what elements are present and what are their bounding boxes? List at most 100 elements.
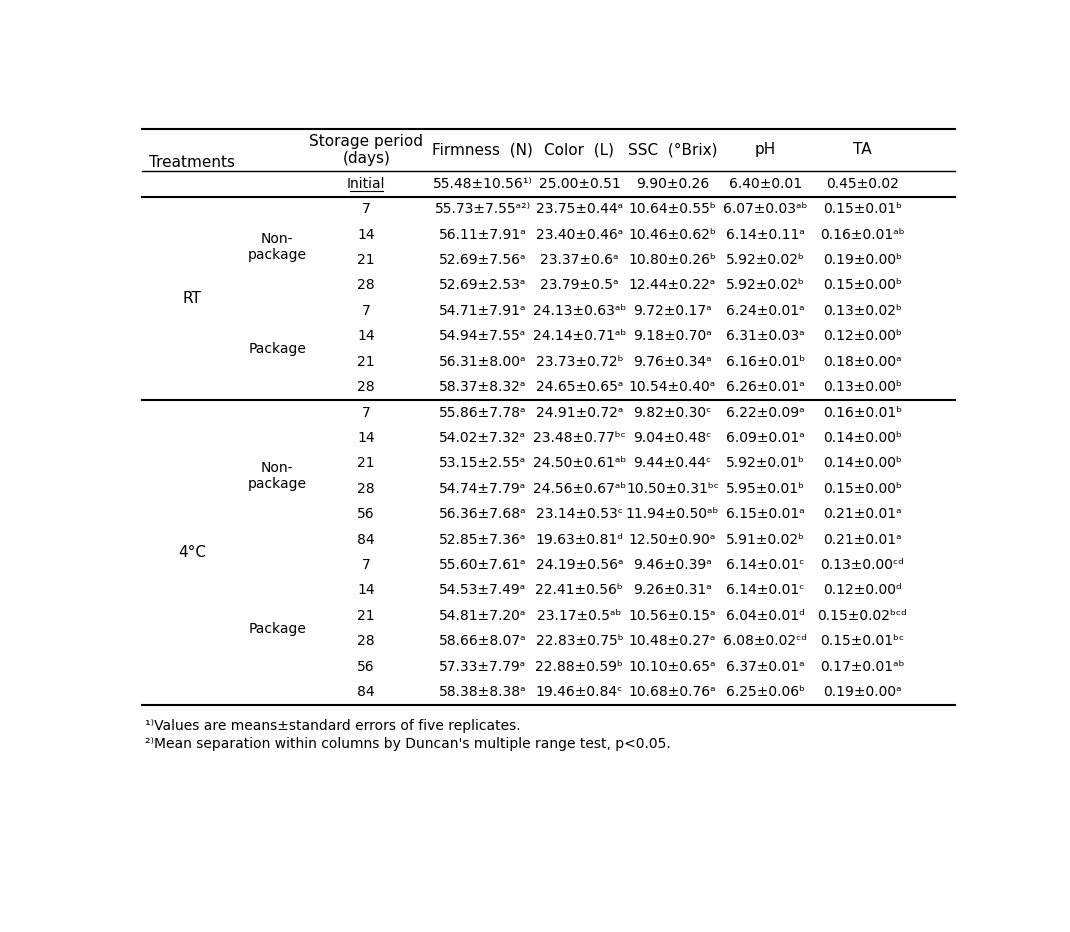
Text: 7: 7	[362, 558, 370, 572]
Text: 14: 14	[357, 329, 376, 343]
Text: 0.13±0.00ᵇ: 0.13±0.00ᵇ	[823, 380, 902, 394]
Text: 21: 21	[357, 609, 376, 623]
Text: 10.46±0.62ᵇ: 10.46±0.62ᵇ	[628, 227, 716, 241]
Text: SSC  (°Brix): SSC (°Brix)	[628, 143, 717, 158]
Text: 7: 7	[362, 202, 370, 216]
Text: 56.11±7.91ᵃ: 56.11±7.91ᵃ	[439, 227, 526, 241]
Text: 22.41±0.56ᵇ: 22.41±0.56ᵇ	[535, 583, 623, 597]
Text: 0.12±0.00ᵇ: 0.12±0.00ᵇ	[823, 329, 902, 343]
Text: 10.80±0.26ᵇ: 10.80±0.26ᵇ	[628, 254, 716, 267]
Text: 58.66±8.07ᵃ: 58.66±8.07ᵃ	[439, 634, 526, 649]
Text: 24.56±0.67ᵃᵇ: 24.56±0.67ᵃᵇ	[533, 482, 626, 496]
Text: 0.13±0.02ᵇ: 0.13±0.02ᵇ	[823, 304, 902, 318]
Text: 6.25±0.06ᵇ: 6.25±0.06ᵇ	[725, 685, 805, 699]
Text: 6.14±0.11ᵃ: 6.14±0.11ᵃ	[725, 227, 805, 241]
Text: 21: 21	[357, 355, 376, 369]
Text: 6.16±0.01ᵇ: 6.16±0.01ᵇ	[725, 355, 805, 369]
Text: 24.13±0.63ᵃᵇ: 24.13±0.63ᵃᵇ	[533, 304, 626, 318]
Text: 14: 14	[357, 583, 376, 597]
Text: 0.21±0.01ᵃ: 0.21±0.01ᵃ	[823, 507, 902, 521]
Text: 10.54±0.40ᵃ: 10.54±0.40ᵃ	[629, 380, 716, 394]
Text: 5.92±0.02ᵇ: 5.92±0.02ᵇ	[725, 254, 805, 267]
Text: 9.04±0.48ᶜ: 9.04±0.48ᶜ	[633, 431, 712, 445]
Text: 11.94±0.50ᵃᵇ: 11.94±0.50ᵃᵇ	[626, 507, 719, 521]
Text: 56.36±7.68ᵃ: 56.36±7.68ᵃ	[439, 507, 526, 521]
Text: 10.64±0.55ᵇ: 10.64±0.55ᵇ	[628, 202, 716, 216]
Text: 14: 14	[357, 431, 376, 445]
Text: 0.15±0.02ᵇᶜᵈ: 0.15±0.02ᵇᶜᵈ	[817, 609, 907, 623]
Text: Treatments: Treatments	[149, 155, 235, 171]
Text: Non-
package: Non- package	[247, 461, 307, 491]
Text: ¹⁾Values are means±standard errors of five replicates.: ¹⁾Values are means±standard errors of fi…	[146, 719, 521, 733]
Text: 58.37±8.32ᵃ: 58.37±8.32ᵃ	[439, 380, 526, 394]
Text: 9.46±0.39ᵃ: 9.46±0.39ᵃ	[633, 558, 712, 572]
Text: RT: RT	[183, 291, 201, 306]
Text: 56: 56	[357, 660, 376, 674]
Text: 19.63±0.81ᵈ: 19.63±0.81ᵈ	[535, 532, 624, 546]
Text: 84: 84	[357, 532, 376, 546]
Text: 54.81±7.20ᵃ: 54.81±7.20ᵃ	[439, 609, 526, 623]
Text: 55.60±7.61ᵃ: 55.60±7.61ᵃ	[439, 558, 526, 572]
Text: 22.83±0.75ᵇ: 22.83±0.75ᵇ	[536, 634, 623, 649]
Text: 23.17±0.5ᵃᵇ: 23.17±0.5ᵃᵇ	[537, 609, 622, 623]
Text: TA: TA	[853, 143, 872, 158]
Text: 22.88±0.59ᵇ: 22.88±0.59ᵇ	[535, 660, 624, 674]
Text: 0.15±0.00ᵇ: 0.15±0.00ᵇ	[823, 482, 902, 496]
Text: 0.15±0.00ᵇ: 0.15±0.00ᵇ	[823, 279, 902, 293]
Text: 0.15±0.01ᵇᶜ: 0.15±0.01ᵇᶜ	[821, 634, 904, 649]
Text: 54.71±7.91ᵃ: 54.71±7.91ᵃ	[439, 304, 526, 318]
Text: 5.92±0.01ᵇ: 5.92±0.01ᵇ	[725, 457, 805, 471]
Text: 9.90±0.26: 9.90±0.26	[636, 177, 709, 191]
Text: 53.15±2.55ᵃ: 53.15±2.55ᵃ	[439, 457, 526, 471]
Text: 0.14±0.00ᵇ: 0.14±0.00ᵇ	[823, 457, 902, 471]
Text: 0.18±0.00ᵃ: 0.18±0.00ᵃ	[823, 355, 902, 369]
Text: ²⁾Mean separation within columns by Duncan's multiple range test, p<0.05.: ²⁾Mean separation within columns by Dunc…	[146, 737, 671, 751]
Text: 28: 28	[357, 634, 376, 649]
Text: 7: 7	[362, 405, 370, 419]
Text: 23.14±0.53ᶜ: 23.14±0.53ᶜ	[536, 507, 623, 521]
Text: 55.48±10.56¹⁾: 55.48±10.56¹⁾	[432, 177, 533, 191]
Text: 52.85±7.36ᵃ: 52.85±7.36ᵃ	[439, 532, 526, 546]
Text: 0.19±0.00ᵇ: 0.19±0.00ᵇ	[823, 254, 902, 267]
Text: 0.16±0.01ᵇ: 0.16±0.01ᵇ	[823, 405, 902, 419]
Text: 23.40±0.46ᵃ: 23.40±0.46ᵃ	[536, 227, 623, 241]
Text: 6.04±0.01ᵈ: 6.04±0.01ᵈ	[725, 609, 805, 623]
Text: 58.38±8.38ᵃ: 58.38±8.38ᵃ	[439, 685, 526, 699]
Text: 54.53±7.49ᵃ: 54.53±7.49ᵃ	[439, 583, 526, 597]
Text: pH: pH	[754, 143, 776, 158]
Text: 23.79±0.5ᵃ: 23.79±0.5ᵃ	[540, 279, 618, 293]
Text: 10.50±0.31ᵇᶜ: 10.50±0.31ᵇᶜ	[626, 482, 719, 496]
Text: 10.48±0.27ᵃ: 10.48±0.27ᵃ	[629, 634, 716, 649]
Text: 24.65±0.65ᵃ: 24.65±0.65ᵃ	[536, 380, 623, 394]
Text: 4°C: 4°C	[178, 545, 205, 560]
Text: 56.31±8.00ᵃ: 56.31±8.00ᵃ	[439, 355, 526, 369]
Text: 6.09±0.01ᵃ: 6.09±0.01ᵃ	[727, 431, 805, 445]
Text: 10.68±0.76ᵃ: 10.68±0.76ᵃ	[628, 685, 716, 699]
Text: 24.14±0.71ᵃᵇ: 24.14±0.71ᵃᵇ	[533, 329, 626, 343]
Text: 28: 28	[357, 482, 376, 496]
Text: 14: 14	[357, 227, 376, 241]
Text: Firmness  (N): Firmness (N)	[432, 143, 533, 158]
Text: 57.33±7.79ᵃ: 57.33±7.79ᵃ	[439, 660, 526, 674]
Text: 0.12±0.00ᵈ: 0.12±0.00ᵈ	[823, 583, 902, 597]
Text: 52.69±7.56ᵃ: 52.69±7.56ᵃ	[439, 254, 526, 267]
Text: 10.56±0.15ᵃ: 10.56±0.15ᵃ	[629, 609, 716, 623]
Text: 24.91±0.72ᵃ: 24.91±0.72ᵃ	[536, 405, 623, 419]
Text: 0.14±0.00ᵇ: 0.14±0.00ᵇ	[823, 431, 902, 445]
Text: 56: 56	[357, 507, 376, 521]
Text: 84: 84	[357, 685, 376, 699]
Text: 9.72±0.17ᵃ: 9.72±0.17ᵃ	[633, 304, 712, 318]
Text: 24.19±0.56ᵃ: 24.19±0.56ᵃ	[536, 558, 623, 572]
Text: 6.40±0.01: 6.40±0.01	[729, 177, 801, 191]
Text: 5.92±0.02ᵇ: 5.92±0.02ᵇ	[725, 279, 805, 293]
Text: 6.37±0.01ᵃ: 6.37±0.01ᵃ	[727, 660, 805, 674]
Text: 0.13±0.00ᶜᵈ: 0.13±0.00ᶜᵈ	[821, 558, 904, 572]
Text: 24.50±0.61ᵃᵇ: 24.50±0.61ᵃᵇ	[533, 457, 626, 471]
Text: 6.07±0.03ᵃᵇ: 6.07±0.03ᵃᵇ	[723, 202, 808, 216]
Text: 55.86±7.78ᵃ: 55.86±7.78ᵃ	[439, 405, 526, 419]
Text: 0.19±0.00ᵃ: 0.19±0.00ᵃ	[823, 685, 902, 699]
Text: 6.14±0.01ᶜ: 6.14±0.01ᶜ	[727, 558, 805, 572]
Text: Color  (L): Color (L)	[545, 143, 614, 158]
Text: Package: Package	[248, 622, 306, 636]
Text: 9.18±0.70ᵃ: 9.18±0.70ᵃ	[633, 329, 712, 343]
